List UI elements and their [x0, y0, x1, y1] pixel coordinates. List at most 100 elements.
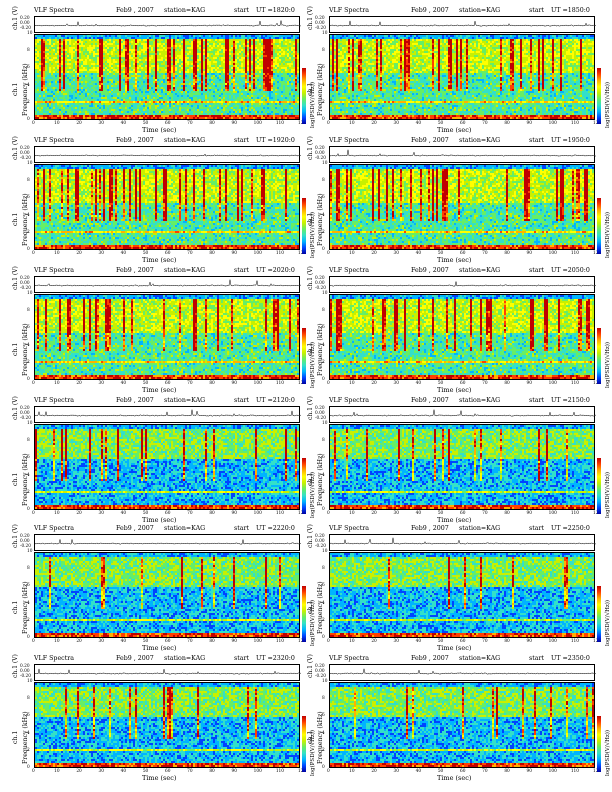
y-axis-label-frequency: Frequency (kHz) [22, 63, 29, 116]
time-tick-label: 10 [349, 381, 354, 386]
panel-station: station=KAG [459, 266, 500, 276]
time-tick-label: 80 [504, 381, 509, 386]
voltage-trace-box [329, 16, 595, 33]
panel-start-label: start [234, 266, 249, 276]
spectrum-panel: VLF Spectra Feb9 , 2007 station=KAG start UT… [305, 134, 605, 264]
time-tick-label: 80 [504, 121, 509, 126]
x-axis-label: Time (sec) [142, 256, 176, 264]
panel-station: station=KAG [164, 524, 205, 534]
time-tick-label: 70 [482, 121, 487, 126]
panel-title: VLF Spectra [34, 6, 74, 16]
time-tick-label: 80 [504, 251, 509, 256]
panel-header: VLF Spectra Feb9 , 2007 station=KAG start UT… [329, 6, 599, 16]
voltage-trace-line [35, 280, 301, 286]
panel-station: station=KAG [164, 266, 205, 276]
spectrum-panel: VLF Spectra Feb9 , 2007 station=KAG start UT… [10, 394, 310, 524]
time-tick-label: 20 [76, 121, 81, 126]
spectrum-panel: VLF Spectra Feb9 , 2007 station=KAG start UT… [305, 4, 605, 134]
panel-ut: UT =1920:0 [256, 136, 295, 146]
panel-start-label: start [234, 524, 249, 534]
time-tick-label: 0 [327, 381, 330, 386]
y-axis-label-channel: ch.1 [12, 731, 19, 744]
spectrogram-plot [34, 294, 300, 380]
panel-date: Feb9 , 2007 [116, 136, 154, 146]
y-axis-label-channel: ch.1 [307, 473, 314, 486]
voltage-trace-line [330, 669, 596, 674]
spectrum-panel: VLF Spectra Feb9 , 2007 station=KAG start UT… [10, 4, 310, 134]
panel-header: VLF Spectra Feb9 , 2007 station=KAG start UT… [34, 6, 304, 16]
time-tick-label: 40 [121, 381, 126, 386]
panel-header: VLF Spectra Feb9 , 2007 station=KAG start UT… [34, 136, 304, 146]
time-tick-label: 100 [254, 769, 262, 774]
spectrum-panel: VLF Spectra Feb9 , 2007 station=KAG start UT… [305, 394, 605, 524]
time-tick-label: 30 [99, 381, 104, 386]
time-tick-label: 40 [121, 121, 126, 126]
panel-title: VLF Spectra [329, 266, 369, 276]
time-tick-label: 90 [232, 381, 237, 386]
time-tick-label: 110 [571, 251, 579, 256]
panel-ut: UT =2350:0 [551, 654, 590, 664]
panel-date: Feb9 , 2007 [116, 654, 154, 664]
freq-tick-label: 0 [27, 117, 30, 122]
time-tick-label: 0 [32, 511, 35, 516]
panel-station: station=KAG [459, 396, 500, 406]
spectrogram-plot [329, 294, 595, 380]
panel-start-label: start [529, 136, 544, 146]
panel-ut: UT =2050:0 [551, 266, 590, 276]
time-tick-label: 30 [394, 769, 399, 774]
time-tick-label: 70 [187, 121, 192, 126]
spectrogram-plot [34, 552, 300, 638]
time-tick-label: 110 [276, 769, 284, 774]
freq-tick-label: 8 [27, 308, 30, 313]
freq-tick-label: 10 [322, 549, 327, 554]
time-tick-label: 80 [209, 639, 214, 644]
time-tick-label: 0 [327, 639, 330, 644]
panel-ut: UT =2150:0 [551, 396, 590, 406]
voltage-trace-box [34, 16, 300, 33]
time-tick-label: 40 [416, 251, 421, 256]
time-tick-label: 20 [76, 639, 81, 644]
panel-header: VLF Spectra Feb9 , 2007 station=KAG start UT… [34, 396, 304, 406]
ch-axis-label: ch.1 (V) [307, 524, 314, 548]
panel-title: VLF Spectra [329, 6, 369, 16]
panel-ut: UT =2220:0 [256, 524, 295, 534]
colorbar [597, 198, 601, 254]
y-axis-label-frequency: Frequency (kHz) [317, 581, 324, 634]
x-axis-label: Time (sec) [142, 126, 176, 134]
colorbar [597, 586, 601, 642]
time-tick-label: 80 [504, 639, 509, 644]
panel-date: Feb9 , 2007 [116, 6, 154, 16]
x-axis-label: Time (sec) [142, 644, 176, 652]
freq-tick-label: 0 [322, 635, 325, 640]
panel-date: Feb9 , 2007 [116, 396, 154, 406]
panel-start-label: start [529, 654, 544, 664]
panel-station: station=KAG [459, 136, 500, 146]
panel-header: VLF Spectra Feb9 , 2007 station=KAG start UT… [34, 266, 304, 276]
freq-tick-label: 8 [27, 696, 30, 701]
panel-ut: UT =2320:0 [256, 654, 295, 664]
spectrogram-plot [34, 34, 300, 120]
panel-station: station=KAG [459, 6, 500, 16]
colorbar [597, 68, 601, 124]
time-tick-label: 100 [254, 511, 262, 516]
time-tick-label: 40 [121, 639, 126, 644]
colorbar-label: log(PSD(V/√Hz)) [605, 82, 611, 128]
ch-axis-label: ch.1 (V) [12, 396, 19, 420]
freq-tick-label: 8 [322, 48, 325, 53]
freq-tick-label: 8 [322, 696, 325, 701]
time-tick-label: 40 [121, 251, 126, 256]
time-tick-label: 70 [187, 251, 192, 256]
freq-tick-label: 8 [27, 178, 30, 183]
time-tick-label: 0 [32, 381, 35, 386]
panel-station: station=KAG [164, 136, 205, 146]
y-axis-label-channel: ch.1 [12, 473, 19, 486]
freq-tick-label: 0 [322, 247, 325, 252]
spectrum-panel: VLF Spectra Feb9 , 2007 station=KAG start UT… [305, 652, 605, 782]
y-axis-label-channel: ch.1 [307, 343, 314, 356]
freq-tick-label: 8 [322, 566, 325, 571]
panel-station: station=KAG [164, 396, 205, 406]
time-tick-label: 30 [394, 381, 399, 386]
panel-start-label: start [529, 524, 544, 534]
panel-header: VLF Spectra Feb9 , 2007 station=KAG start UT… [329, 654, 599, 664]
time-tick-label: 70 [482, 511, 487, 516]
